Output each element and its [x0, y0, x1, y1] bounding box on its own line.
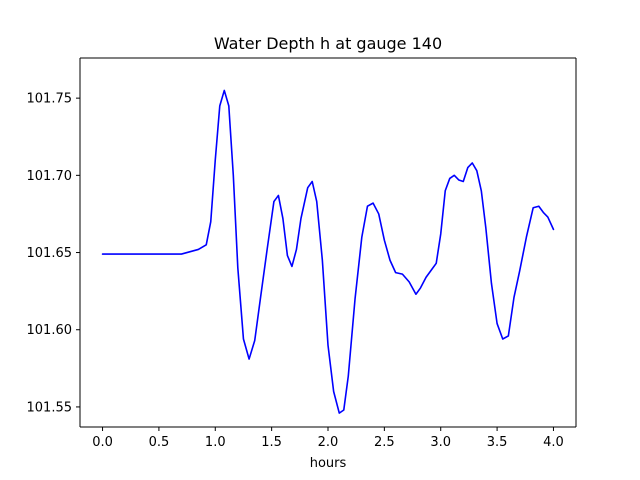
x-tick-label: 2.5 [374, 435, 395, 450]
x-tick-label: 1.0 [205, 435, 226, 450]
y-tick-label: 101.75 [27, 92, 73, 107]
x-axis-label: hours [310, 456, 347, 471]
series-line-0 [101, 89, 555, 414]
chart-title: Water Depth h at gauge 140 [214, 34, 442, 53]
y-tick-label: 101.55 [27, 400, 73, 415]
y-tick-label: 101.60 [27, 323, 73, 338]
y-tick-label: 101.70 [27, 169, 73, 184]
x-tick-label: 1.5 [261, 435, 282, 450]
x-tick-label: 0.0 [92, 435, 113, 450]
x-tick-label: 3.0 [430, 435, 451, 450]
x-tick-label: 3.5 [487, 435, 508, 450]
plot-area: 0.0 0.5 1.0 1.5 2.0 2.5 3.0 3.5 4.0 101.55 101.60 1… [27, 57, 577, 450]
x-tick-label: 0.5 [149, 435, 170, 450]
y-tick-label: 101.65 [27, 246, 73, 261]
x-tick-label: 4.0 [543, 435, 564, 450]
x-tick-label: 2.0 [318, 435, 339, 450]
